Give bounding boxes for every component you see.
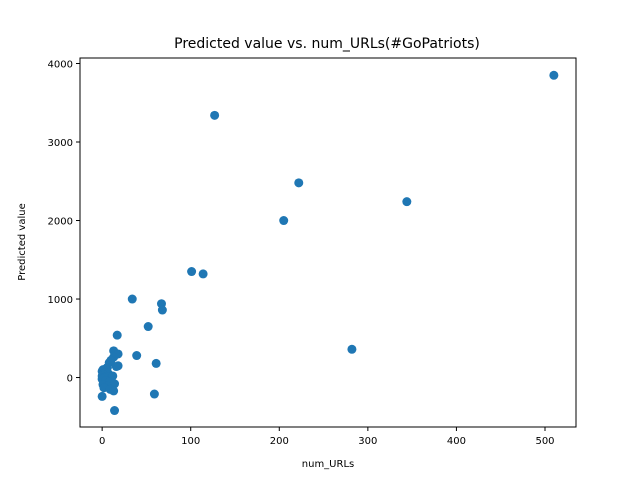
x-tick-label-100: 100 (181, 436, 200, 447)
data-points (97, 70, 559, 416)
data-point-3 (402, 197, 412, 207)
data-point-19 (151, 358, 161, 368)
chart-title: Predicted value vs. num_URLs(#GoPatriots… (174, 36, 480, 52)
y-tick-label-3000: 3000 (48, 138, 73, 149)
data-point-6 (198, 269, 208, 279)
data-point-41 (109, 386, 119, 396)
data-point-7 (127, 294, 137, 304)
plot-frame (79, 57, 577, 428)
y-tick-label-2000: 2000 (48, 217, 73, 228)
y-tick-label-4000: 4000 (48, 59, 73, 70)
data-point-5 (187, 267, 197, 277)
x-tick-label-500: 500 (535, 436, 554, 447)
data-point-43 (97, 391, 107, 401)
data-point-44 (110, 406, 120, 416)
data-point-2 (294, 178, 304, 188)
data-point-42 (149, 389, 159, 399)
x-tick-label-300: 300 (358, 436, 377, 447)
x-tick-label-200: 200 (270, 436, 289, 447)
data-point-9 (157, 305, 167, 315)
data-point-4 (279, 216, 289, 226)
x-tick-label-400: 400 (447, 436, 466, 447)
y-tick-label-1000: 1000 (48, 295, 73, 306)
y-axis-label: Predicted value (17, 203, 28, 280)
data-point-10 (143, 322, 153, 332)
data-point-15 (132, 351, 142, 361)
y-axis-ticks: 0 1000 2000 3000 4000 (48, 59, 80, 385)
y-tick-label-0: 0 (67, 374, 73, 385)
data-point-21 (111, 362, 121, 372)
x-tick-label-0: 0 (99, 436, 105, 447)
x-axis-ticks: 0 100 200 300 400 500 (99, 427, 555, 447)
x-axis-label: num_URLs (302, 459, 354, 470)
data-point-12 (347, 344, 357, 354)
data-point-11 (112, 330, 122, 340)
data-point-1 (210, 110, 220, 120)
data-point-0 (549, 70, 559, 80)
